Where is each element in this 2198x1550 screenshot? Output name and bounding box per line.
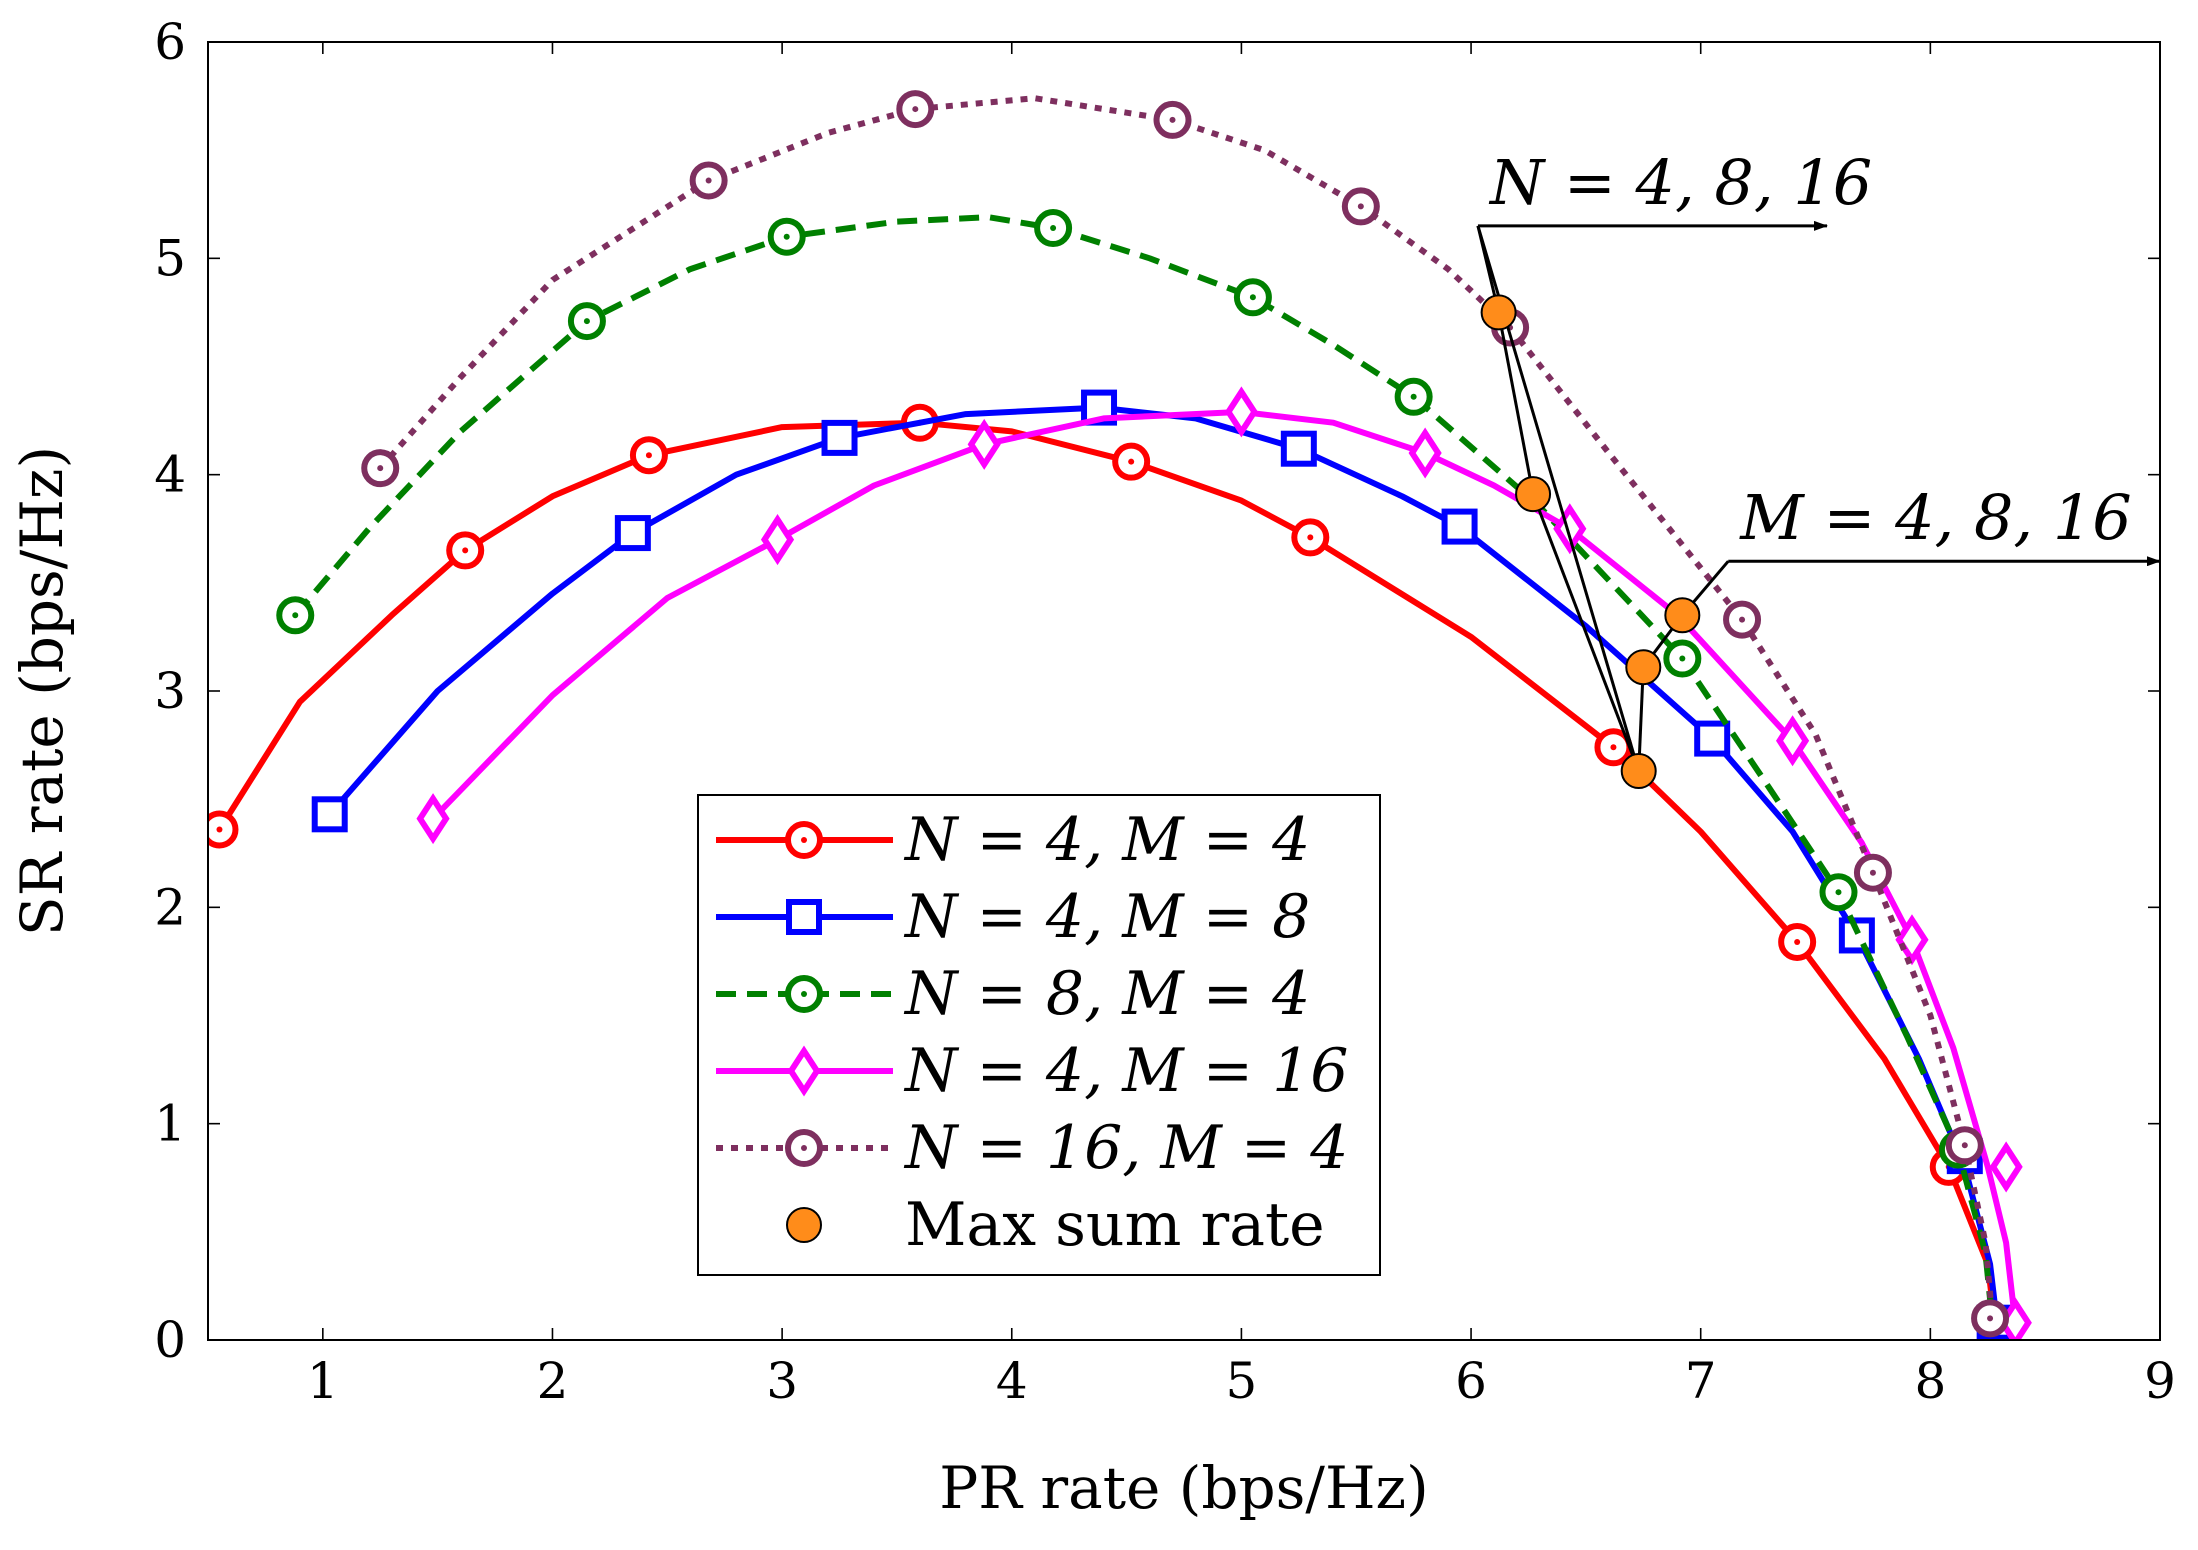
series-3: [276, 209, 1996, 1323]
legend-box: [697, 794, 1381, 1276]
legend-marker: [787, 1045, 821, 1097]
x-tick-label: 2: [537, 1352, 569, 1410]
series-marker: [1775, 715, 1810, 767]
series-marker: [1663, 639, 1702, 678]
legend-label: N = 4, M = 16: [903, 1036, 1348, 1106]
series-marker: [1112, 442, 1151, 481]
series-line: [430, 408, 2019, 1324]
max-sum-rate-point: [1664, 597, 1701, 634]
series-marker: [1408, 427, 1442, 479]
legend-entry-max-sum-rate: Max sum rate: [786, 1190, 1325, 1260]
x-tick-label: 4: [996, 1352, 1028, 1410]
series-marker: [967, 418, 1001, 470]
series-marker: [1153, 100, 1192, 139]
series-marker: [208, 810, 239, 849]
series-marker: [567, 302, 606, 341]
x-tick-label: 5: [1226, 1352, 1258, 1410]
series-marker: [767, 217, 806, 256]
legend-marker: [785, 1129, 823, 1167]
x-tick-label: 9: [2144, 1352, 2176, 1410]
legend-entry-1: N = 4, M = 4: [716, 805, 1310, 875]
legend-entry-4: N = 4, M = 16: [716, 1036, 1348, 1106]
series-marker: [276, 596, 315, 635]
legend-label: Max sum rate: [905, 1190, 1325, 1260]
series-marker: [1819, 873, 1858, 912]
annotation-label: N = 4, 8, 16: [1488, 146, 1872, 219]
series-marker: [446, 531, 485, 570]
max-sum-rate-point: [1625, 649, 1662, 686]
series-marker: [760, 514, 795, 566]
max-sum-rate-layer: [1480, 294, 1701, 790]
series-marker: [1034, 209, 1073, 248]
legend-label: N = 4, M = 8: [903, 882, 1310, 952]
legend-label: N = 16, M = 4: [903, 1113, 1348, 1183]
legend-entry-2: N = 4, M = 8: [716, 882, 1310, 952]
x-tick-label: 7: [1685, 1352, 1717, 1410]
y-tick-label: 0: [154, 1311, 186, 1369]
annotation-leader: [1497, 312, 1535, 495]
x-tick-label: 6: [1455, 1352, 1487, 1410]
series-line: [293, 214, 1996, 1323]
series-marker: [1553, 503, 1587, 555]
series-marker: [1694, 720, 1731, 757]
series-marker: [629, 436, 668, 475]
series-marker: [1723, 600, 1762, 639]
y-tick-label: 4: [154, 446, 186, 504]
annotation-leader: [1531, 493, 1641, 772]
series-marker: [361, 449, 400, 488]
legend: N = 4, M = 4N = 4, M = 8N = 8, M = 4N = …: [697, 794, 1381, 1276]
legend-entry-3: N = 8, M = 4: [716, 959, 1310, 1029]
series-4: [416, 386, 2032, 1340]
series-marker: [1280, 430, 1317, 467]
legend-marker: [786, 899, 822, 935]
legend-entry-5: N = 16, M = 4: [716, 1113, 1348, 1183]
series-marker: [1778, 922, 1817, 961]
x-axis-title: PR rate (bps/Hz): [939, 1454, 1428, 1522]
series-marker: [896, 90, 935, 129]
series-marker: [311, 796, 348, 833]
annotation-1: N = 4, 8, 16: [1476, 146, 1872, 772]
series-marker: [1394, 377, 1433, 416]
series-marker: [1971, 1299, 2010, 1338]
series-marker: [1895, 914, 1929, 966]
legend-marker: [785, 975, 823, 1013]
annotation-label: M = 4, 8, 16: [1739, 481, 2131, 554]
series-marker: [614, 515, 651, 552]
max-sum-rate-point: [1515, 476, 1552, 513]
series-marker: [1441, 508, 1478, 545]
series-marker: [1989, 1141, 2023, 1193]
series-marker: [1341, 187, 1380, 226]
series-marker: [1291, 518, 1330, 557]
y-tick-label: 1: [154, 1095, 186, 1153]
legend-label: N = 8, M = 4: [903, 959, 1310, 1029]
series-marker: [821, 419, 858, 456]
y-tick-label: 3: [154, 662, 186, 720]
series-marker: [1945, 1126, 1984, 1165]
max-sum-rate-point: [1620, 753, 1657, 790]
y-tick-label: 2: [154, 878, 186, 936]
series-marker: [1853, 853, 1892, 892]
tick-layer: 1 2 3 4 5 6 7 8 9 0 1 2 3 4 5 6: [154, 13, 2176, 1410]
x-tick-label: 8: [1914, 1352, 1946, 1410]
annotation-2: M = 4, 8, 16: [1637, 481, 2161, 772]
legend-label: N = 4, M = 4: [903, 805, 1310, 875]
legend-marker: [785, 821, 823, 859]
series-layer: [208, 90, 2032, 1340]
x-tick-label: 1: [307, 1352, 339, 1410]
y-axis-title: SR rate (bps/Hz): [8, 446, 76, 936]
max-sum-rate-point: [1480, 294, 1517, 331]
y-tick-label: 6: [154, 13, 186, 71]
series-marker: [1224, 386, 1258, 438]
series-marker: [1233, 278, 1272, 317]
series-marker: [416, 793, 450, 845]
y-tick-label: 5: [154, 229, 186, 287]
series-marker: [689, 161, 728, 200]
legend-marker: [786, 1207, 822, 1243]
annotation-layer: N = 4, 8, 16 M = 4, 8, 16: [1476, 146, 2161, 772]
x-tick-label: 3: [766, 1352, 798, 1410]
